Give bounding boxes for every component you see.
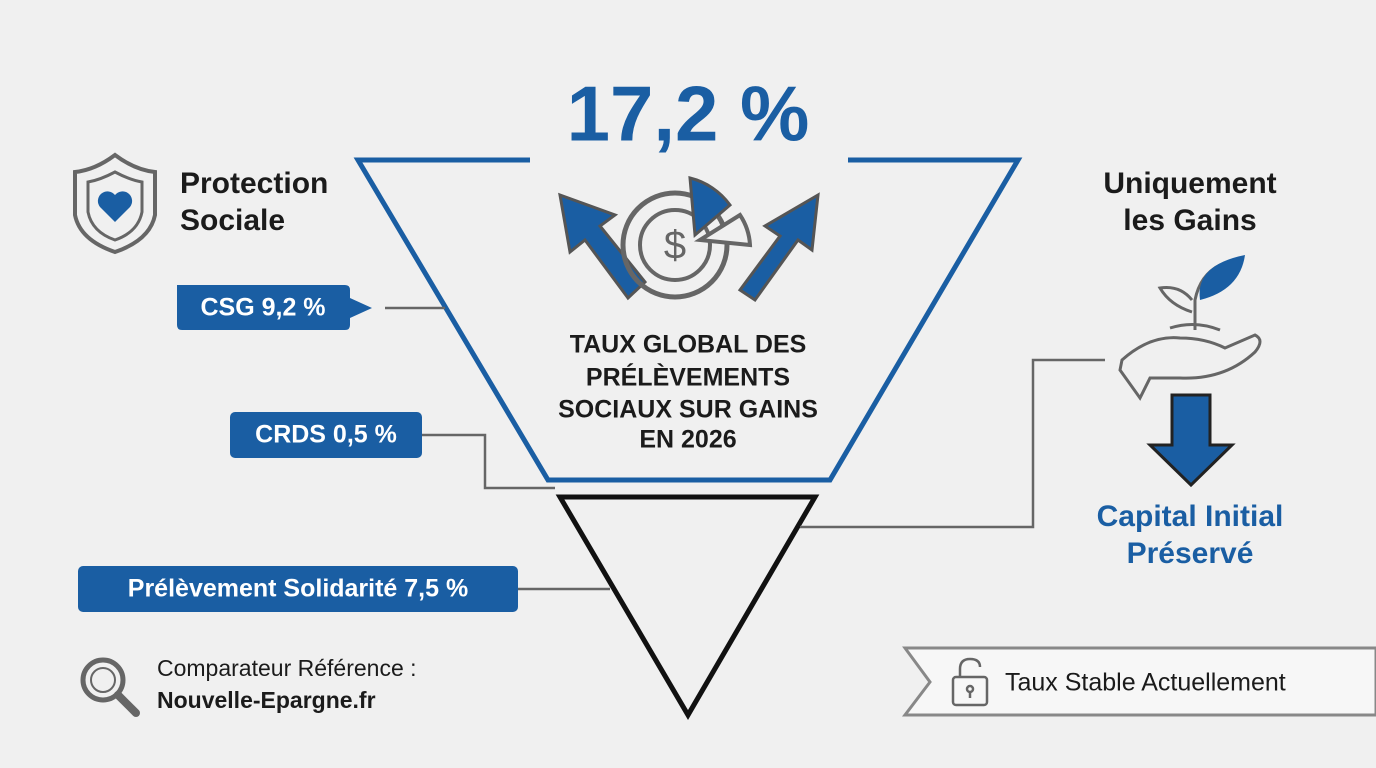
center-text: TAUX GLOBAL DES <box>570 331 807 359</box>
connector <box>800 358 1105 529</box>
tag-text: CSG 9,2 % <box>200 294 325 322</box>
lock-icon <box>951 657 989 707</box>
right-result: Capital Initial <box>1097 500 1284 533</box>
tag <box>230 412 422 458</box>
tag <box>177 285 372 330</box>
funnel-top <box>353 157 1023 483</box>
plant-hand-icon <box>1118 255 1262 401</box>
connector <box>422 433 555 490</box>
right-result: Préservé <box>1127 537 1254 570</box>
center-text: SOCIAUX SUR GAINS <box>558 396 818 424</box>
tag-text: Prélèvement Solidarité 7,5 % <box>128 575 468 603</box>
footer-label: Comparateur Référence : <box>157 655 417 681</box>
badge <box>901 646 1376 717</box>
shield-icon <box>73 152 157 255</box>
right-title: Uniquement <box>1103 167 1276 200</box>
center-text: PRÉLÈVEMENTS <box>586 363 790 392</box>
tag <box>78 566 518 612</box>
headline: 17,2 % <box>567 70 810 158</box>
footer-site: Nouvelle-Epargne.fr <box>157 687 376 713</box>
svg-text:$: $ <box>664 224 686 268</box>
search-icon <box>80 657 140 717</box>
left-title: Protection <box>180 167 328 200</box>
badge-text: Taux Stable Actuellement <box>1005 669 1286 697</box>
center-text: EN 2026 <box>639 426 736 454</box>
center-icon: $ <box>558 176 820 303</box>
right-title: les Gains <box>1123 204 1256 237</box>
tag-text: CRDS 0,5 % <box>255 421 397 449</box>
left-title: Sociale <box>180 204 285 237</box>
down-arrow <box>1146 393 1236 488</box>
funnel-bottom <box>555 494 820 720</box>
